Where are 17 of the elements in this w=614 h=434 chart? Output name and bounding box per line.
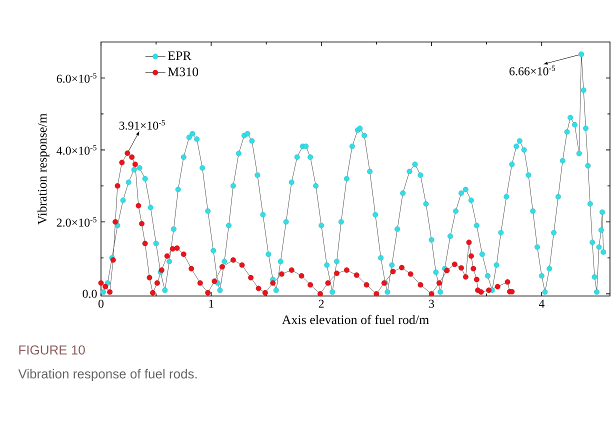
text: Vibration response of fuel rods. (18, 368, 197, 382)
y-tick-label: 2.0×10$^{-5}$ (56, 216, 96, 227)
x-axis-title: Axis elevation of fuel rod/m (282, 314, 429, 324)
legend-label: EPR (168, 51, 192, 60)
caption: FIGURE 10 (19, 345, 85, 355)
x-tick-label: 1 (209, 300, 214, 308)
y-axis-title: Vibration response/m (37, 113, 50, 225)
annotation: 3.91×10$^{-5}$ (119, 120, 165, 130)
x-tick-label: 4 (538, 300, 545, 308)
x-tick-label: 0 (98, 300, 104, 308)
y-tick-label: 4.0×10$^{-5}$ (56, 145, 96, 155)
x-tick-label: 2 (318, 300, 324, 308)
y-tick-label: 0.0 (82, 290, 97, 298)
x-tick-label: 3 (429, 300, 434, 308)
y-tick-label: 6.0×10$^{-5}$ (56, 73, 96, 83)
annotation: 6.66×10$^{-5}$ (510, 66, 556, 76)
legend-label: M310 (168, 67, 198, 76)
